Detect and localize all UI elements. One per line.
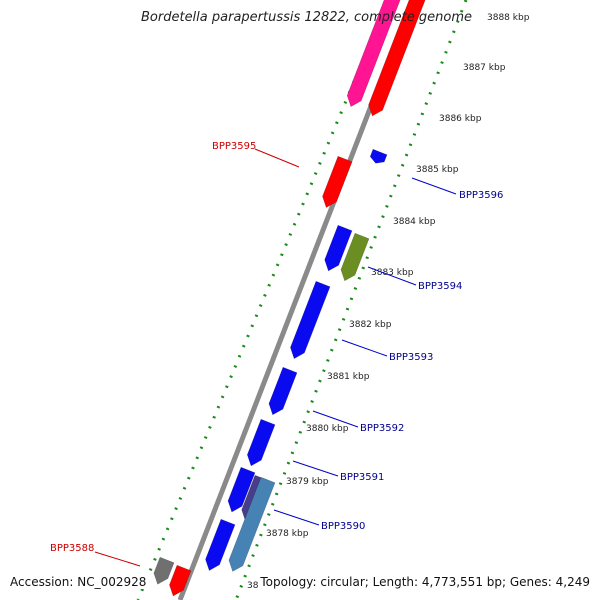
cds-red-arrow[interactable] [169,564,192,597]
cds-blue-arrow[interactable] [227,466,256,513]
page-title: Bordetella parapertussis 12822, complete… [141,10,472,25]
tick-label: 3887 kbp [463,63,506,73]
ticks-layer: 3888 kbp 3887 kbp 3886 kbp 3885 kbp 3884… [247,13,530,591]
genome-summary-text: Topology: circular; Length: 4,773,551 bp… [258,575,592,589]
forward-labels: BPP3596 BPP3594 BPP3593 BPP3592 BPP3591 … [273,177,503,532]
tick-label: 3879 kbp [286,477,329,487]
gene-label-bpp3593[interactable]: BPP3593 [389,352,433,363]
cds-bpp3595-arrow[interactable] [322,155,353,208]
cds-bpp3590-arrow[interactable] [228,476,276,572]
cds-blue-arrow[interactable] [205,518,236,571]
cds-bpp3594-arrow[interactable] [340,232,370,282]
gene-label-bpp3588[interactable]: BPP3588 [50,543,94,554]
tick-label: 3888 kbp [487,13,530,23]
cds-bpp3588-arrow[interactable] [153,556,175,585]
tick-label: 3878 kbp [266,529,309,539]
gene-label-bpp3590[interactable]: BPP3590 [321,521,365,532]
reverse-labels: BPP3595 BPP3588 [50,141,300,567]
accession-text: Accession: NC_002928 [8,575,149,589]
tick-label: 3884 kbp [393,217,436,227]
features-layer [153,0,428,597]
cds-bpp3592-arrow[interactable] [268,366,298,416]
tick-label: 3880 kbp [306,424,349,434]
gene-label-bpp3591[interactable]: BPP3591 [340,472,384,483]
tick-label: 3886 kbp [439,114,482,124]
gene-label-bpp3594[interactable]: BPP3594 [418,281,462,292]
tick-label: 3881 kbp [327,372,370,382]
cds-bpp3596-arrow[interactable] [369,148,388,164]
cds-pink-arrow[interactable] [346,0,403,108]
gene-label-bpp3596[interactable]: BPP3596 [459,190,503,201]
cds-blue-arrow[interactable] [324,224,353,272]
tick-label: 3885 kbp [416,165,459,175]
cds-red-arrow[interactable] [368,0,428,117]
gene-label-bpp3592[interactable]: BPP3592 [360,423,404,434]
tick-label: 3883 kbp [371,268,414,278]
cds-bpp3591-arrow[interactable] [246,418,276,467]
gene-label-bpp3595[interactable]: BPP3595 [212,141,256,152]
tick-label: 38 [247,581,259,591]
tick-label: 3882 kbp [349,320,392,330]
cds-bpp3593-arrow[interactable] [290,280,331,360]
